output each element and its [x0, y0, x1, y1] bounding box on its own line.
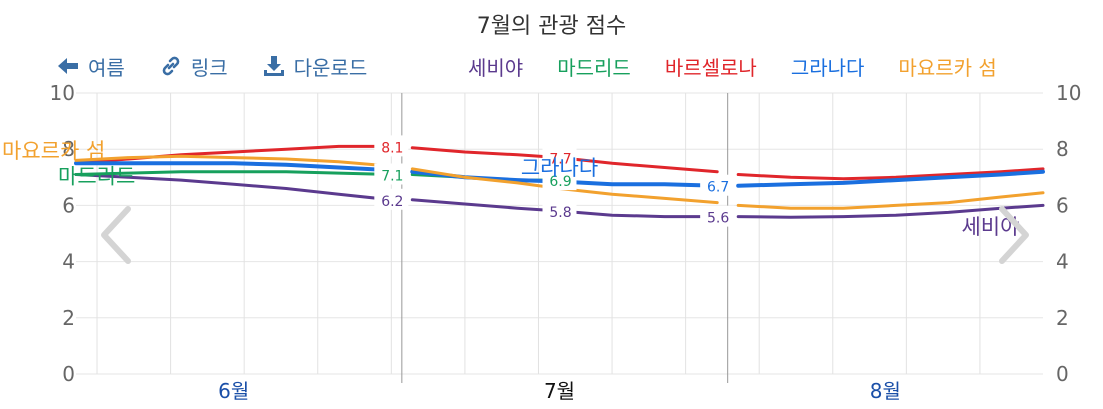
back-button[interactable]: 여름 — [56, 52, 125, 81]
link-label: 링크 — [190, 55, 228, 80]
series-annotation: 그라나다 — [521, 156, 598, 180]
back-label: 여름 — [88, 55, 125, 80]
x-tick-label: 6월 — [218, 379, 249, 403]
link-icon — [162, 56, 180, 76]
series-line — [74, 173, 393, 202]
data-label-bg — [374, 135, 409, 157]
y-tick-right: 4 — [1056, 250, 1069, 274]
y-tick-right: 8 — [1056, 137, 1069, 161]
series-line — [736, 167, 1045, 181]
data-label-bg — [542, 200, 577, 222]
y-tick-left: 8 — [62, 137, 75, 161]
toolbar: 여름 링크 다운로드 — [56, 52, 401, 80]
series-annotation: 마요르카 섬 — [2, 139, 105, 163]
download-label: 다운로드 — [293, 55, 368, 80]
chart-title: 7월의 관광 점수 — [476, 14, 627, 39]
chevron-right-icon — [999, 206, 1029, 264]
y-tick-left: 10 — [50, 81, 75, 105]
y-tick-left: 4 — [62, 250, 75, 274]
data-label: 7.1 — [381, 168, 403, 184]
data-label-bg — [374, 188, 409, 210]
data-label-bg — [374, 163, 409, 185]
download-icon — [263, 56, 284, 76]
legend-item[interactable]: 세비야 — [468, 55, 524, 80]
data-label: 6.9 — [549, 174, 571, 190]
data-label: 5.6 — [707, 211, 729, 227]
data-label: 6.2 — [381, 194, 403, 210]
data-label-bg — [542, 146, 577, 168]
data-label-bg — [542, 169, 577, 191]
next-month-button[interactable] — [996, 205, 1032, 269]
data-label-bg — [700, 174, 735, 196]
download-button[interactable]: 다운로드 — [262, 52, 368, 81]
data-label: 7.7 — [549, 152, 571, 168]
data-label: 8.1 — [381, 140, 403, 156]
data-label-bg — [700, 205, 735, 227]
series-line — [74, 161, 394, 173]
y-tick-left: 6 — [62, 193, 75, 217]
data-label: 5.8 — [549, 205, 571, 221]
legend-item[interactable]: 마요르카 섬 — [898, 55, 997, 80]
legend-item[interactable]: 바르셀로나 — [664, 55, 757, 80]
series-line — [74, 154, 393, 168]
y-tick-right: 10 — [1056, 81, 1081, 105]
y-tick-left: 0 — [62, 362, 75, 386]
link-button[interactable]: 링크 — [159, 52, 228, 81]
legend-item[interactable]: 그라나다 — [790, 55, 865, 80]
chevron-left-icon — [101, 206, 131, 264]
series-line — [74, 170, 393, 176]
series-annotation: 마드리드 — [58, 164, 135, 188]
y-tick-right: 0 — [1056, 362, 1069, 386]
series-line — [736, 191, 1045, 210]
prev-month-button[interactable] — [98, 205, 134, 269]
y-tick-right: 6 — [1056, 193, 1069, 217]
y-tick-left: 2 — [62, 306, 75, 330]
y-tick-right: 2 — [1056, 306, 1069, 330]
legend: 세비야 마드리드 바르셀로나 그라나다 마요르카 섬 — [468, 52, 997, 80]
x-tick-label: 7월 — [544, 379, 575, 403]
legend-item[interactable]: 마드리드 — [557, 55, 631, 80]
data-label: 6.7 — [707, 180, 729, 196]
x-tick-label: 8월 — [870, 379, 901, 403]
series-line — [736, 169, 1045, 188]
arrow-left-icon — [58, 58, 78, 74]
